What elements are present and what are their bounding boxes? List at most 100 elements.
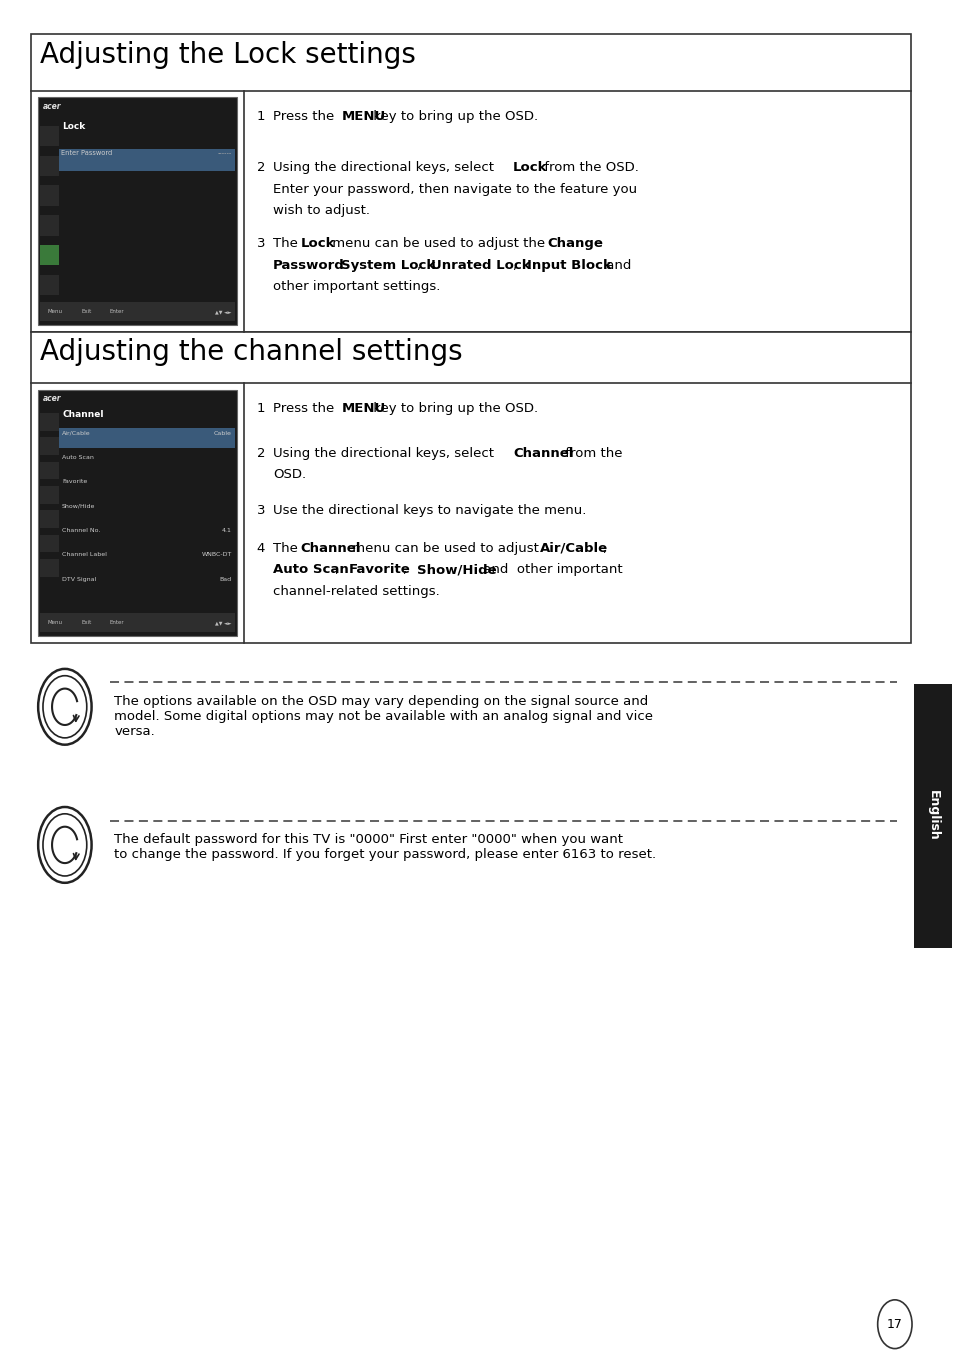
Text: The options available on the OSD may vary depending on the signal source and
mod: The options available on the OSD may var… bbox=[114, 695, 653, 738]
Text: Using the directional keys, select: Using the directional keys, select bbox=[273, 161, 497, 175]
FancyBboxPatch shape bbox=[913, 684, 951, 948]
Text: Cable: Cable bbox=[213, 431, 232, 436]
Text: Input Block: Input Block bbox=[526, 259, 611, 272]
Text: other important settings.: other important settings. bbox=[273, 280, 439, 294]
Text: The: The bbox=[273, 542, 302, 555]
Text: menu can be used to adjust the: menu can be used to adjust the bbox=[328, 237, 549, 250]
Text: and  other important: and other important bbox=[478, 563, 621, 577]
Text: wish to adjust.: wish to adjust. bbox=[273, 204, 370, 218]
Text: Bad: Bad bbox=[219, 577, 232, 582]
Circle shape bbox=[38, 669, 91, 745]
Text: Channel No.: Channel No. bbox=[62, 528, 100, 533]
Text: Favorite: Favorite bbox=[62, 479, 87, 485]
Text: Press the: Press the bbox=[273, 402, 338, 416]
Text: Menu: Menu bbox=[48, 620, 63, 626]
FancyBboxPatch shape bbox=[40, 613, 234, 632]
Text: Channel: Channel bbox=[62, 410, 104, 420]
Text: MENU: MENU bbox=[341, 110, 385, 123]
Text: ,: , bbox=[601, 542, 606, 555]
Text: Auto Scan: Auto Scan bbox=[273, 563, 348, 577]
Text: ,: , bbox=[513, 259, 520, 272]
Text: English: English bbox=[925, 791, 939, 841]
Circle shape bbox=[43, 814, 87, 876]
Text: Show/Hide: Show/Hide bbox=[62, 504, 95, 509]
FancyBboxPatch shape bbox=[59, 428, 234, 448]
Text: Air/Cable: Air/Cable bbox=[62, 431, 91, 436]
Text: menu can be used to adjust: menu can be used to adjust bbox=[348, 542, 543, 555]
Text: 2: 2 bbox=[256, 447, 265, 460]
FancyBboxPatch shape bbox=[40, 156, 59, 176]
FancyBboxPatch shape bbox=[40, 302, 234, 321]
Text: Enter: Enter bbox=[110, 620, 124, 626]
Text: 1: 1 bbox=[256, 402, 265, 416]
Text: Lock: Lock bbox=[513, 161, 547, 175]
FancyBboxPatch shape bbox=[40, 486, 59, 504]
Text: Exit: Exit bbox=[81, 309, 91, 314]
Text: Lock: Lock bbox=[62, 122, 85, 131]
FancyBboxPatch shape bbox=[40, 413, 59, 431]
Text: The: The bbox=[273, 237, 302, 250]
FancyBboxPatch shape bbox=[38, 390, 236, 636]
Text: ,: , bbox=[335, 563, 343, 577]
Text: MENU: MENU bbox=[341, 402, 385, 416]
Text: WNBC-DT: WNBC-DT bbox=[201, 552, 232, 558]
FancyBboxPatch shape bbox=[40, 559, 59, 577]
Text: Favorite: Favorite bbox=[348, 563, 410, 577]
Text: Password: Password bbox=[273, 259, 344, 272]
Text: from the: from the bbox=[560, 447, 622, 460]
Text: 3: 3 bbox=[256, 504, 265, 517]
Text: 4.1: 4.1 bbox=[222, 528, 232, 533]
Text: Use the directional keys to navigate the menu.: Use the directional keys to navigate the… bbox=[273, 504, 585, 517]
Text: 2: 2 bbox=[256, 161, 265, 175]
Text: ▲▼ ◄►: ▲▼ ◄► bbox=[215, 309, 232, 314]
Text: OSD.: OSD. bbox=[273, 468, 306, 482]
Text: acer: acer bbox=[43, 394, 61, 403]
Text: key to bring up the OSD.: key to bring up the OSD. bbox=[369, 402, 537, 416]
Text: System Lock: System Lock bbox=[341, 259, 436, 272]
FancyBboxPatch shape bbox=[38, 97, 236, 325]
Text: The default password for this TV is "0000" First enter "0000" when you want
to c: The default password for this TV is "000… bbox=[114, 833, 656, 861]
Text: ------: ------ bbox=[217, 150, 232, 156]
Text: Channel: Channel bbox=[300, 542, 360, 555]
Text: acer: acer bbox=[43, 102, 61, 111]
Text: Adjusting the channel settings: Adjusting the channel settings bbox=[40, 338, 462, 367]
Text: Air/Cable: Air/Cable bbox=[539, 542, 608, 555]
Text: 1: 1 bbox=[256, 110, 265, 123]
FancyBboxPatch shape bbox=[40, 462, 59, 479]
Text: key to bring up the OSD.: key to bring up the OSD. bbox=[369, 110, 537, 123]
Text: Show/Hide: Show/Hide bbox=[416, 563, 496, 577]
Text: 4: 4 bbox=[256, 542, 265, 555]
Text: from the OSD.: from the OSD. bbox=[539, 161, 639, 175]
Text: Using the directional keys, select: Using the directional keys, select bbox=[273, 447, 497, 460]
Circle shape bbox=[38, 807, 91, 883]
Text: 3: 3 bbox=[256, 237, 265, 250]
Text: ,: , bbox=[416, 259, 425, 272]
Text: ,: , bbox=[403, 563, 411, 577]
Text: Press the: Press the bbox=[273, 110, 338, 123]
Text: Enter Password: Enter Password bbox=[61, 150, 112, 156]
FancyBboxPatch shape bbox=[40, 215, 59, 236]
Text: Menu: Menu bbox=[48, 309, 63, 314]
FancyBboxPatch shape bbox=[40, 437, 59, 455]
Text: Channel: Channel bbox=[513, 447, 573, 460]
FancyBboxPatch shape bbox=[40, 126, 59, 146]
Text: DTV Signal: DTV Signal bbox=[62, 577, 96, 582]
Text: 17: 17 bbox=[886, 1317, 902, 1331]
FancyBboxPatch shape bbox=[40, 185, 59, 206]
Text: Enter your password, then navigate to the feature you: Enter your password, then navigate to th… bbox=[273, 183, 637, 196]
Text: and: and bbox=[601, 259, 631, 272]
Text: Unrated Lock: Unrated Lock bbox=[430, 259, 530, 272]
FancyBboxPatch shape bbox=[40, 510, 59, 528]
Circle shape bbox=[43, 676, 87, 738]
Text: channel-related settings.: channel-related settings. bbox=[273, 585, 439, 598]
FancyBboxPatch shape bbox=[59, 149, 234, 171]
Text: ,: , bbox=[328, 259, 335, 272]
Text: Auto Scan: Auto Scan bbox=[62, 455, 93, 460]
FancyBboxPatch shape bbox=[30, 34, 910, 332]
Text: Enter: Enter bbox=[110, 309, 124, 314]
Circle shape bbox=[877, 1300, 911, 1349]
Text: Lock: Lock bbox=[300, 237, 335, 250]
Text: ▲▼ ◄►: ▲▼ ◄► bbox=[215, 620, 232, 626]
FancyBboxPatch shape bbox=[40, 245, 59, 265]
FancyBboxPatch shape bbox=[40, 275, 59, 295]
